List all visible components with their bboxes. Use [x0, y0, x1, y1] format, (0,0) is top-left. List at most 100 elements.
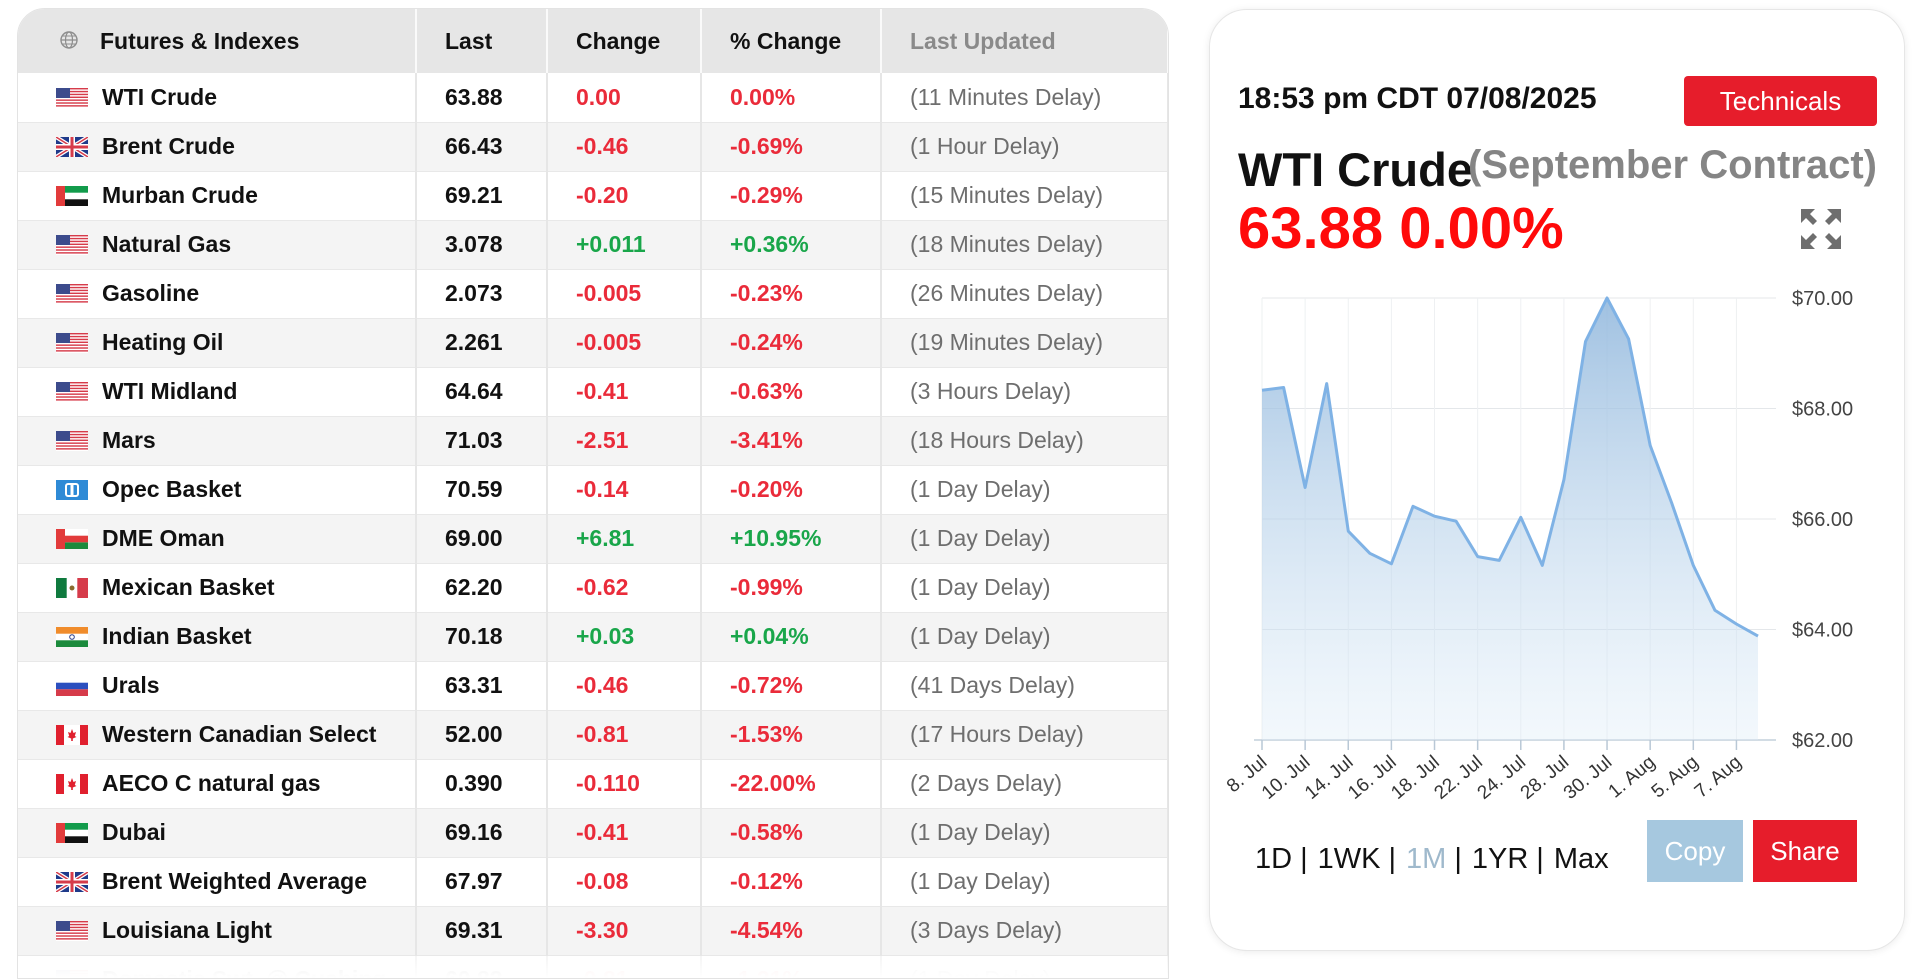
data-point[interactable] [1324, 381, 1330, 387]
row-pct-change: -0.99% [701, 563, 881, 612]
range-1wk[interactable]: 1WK [1318, 843, 1381, 876]
data-point[interactable] [1626, 336, 1632, 342]
row-name[interactable]: Heating Oil [102, 329, 223, 355]
row-name[interactable]: Urals [102, 672, 160, 698]
row-name[interactable]: Mexican Basket [102, 574, 275, 600]
row-name[interactable]: Western Canadian Select [102, 721, 376, 747]
row-name[interactable]: WTI Crude [102, 84, 217, 110]
row-name-cell[interactable]: Heating Oil [18, 318, 416, 367]
copy-button[interactable]: Copy [1647, 820, 1743, 882]
row-name[interactable]: Brent Weighted Average [102, 868, 367, 894]
range-separator: | [1536, 843, 1544, 876]
row-name-cell[interactable]: Indian Basket [18, 612, 416, 661]
technicals-button[interactable]: Technicals [1684, 76, 1877, 126]
data-point[interactable] [1539, 562, 1545, 568]
row-name-cell[interactable]: Western Canadian Select [18, 710, 416, 759]
data-point[interactable] [1432, 513, 1438, 519]
row-name[interactable]: Brent Crude [102, 133, 235, 159]
row-name-cell[interactable]: Brent Crude [18, 122, 416, 171]
row-last-updated: (11 Minutes Delay) [881, 73, 1168, 122]
header-last-updated[interactable]: Last Updated [881, 9, 1168, 73]
row-name[interactable]: AECO C natural gas [102, 770, 321, 796]
row-name-cell[interactable]: Urals [18, 661, 416, 710]
row-name[interactable]: Louisiana Light [102, 917, 272, 943]
row-name-cell[interactable]: DME Oman [18, 514, 416, 563]
us-flag-icon [56, 333, 88, 353]
row-name[interactable]: Opec Basket [102, 476, 241, 502]
row-name-cell[interactable]: WTI Midland [18, 367, 416, 416]
row-name[interactable]: Mars [102, 427, 156, 453]
range-max[interactable]: Max [1554, 843, 1609, 876]
row-name[interactable]: DME Oman [102, 525, 225, 551]
row-name-cell[interactable]: Murban Crude [18, 171, 416, 220]
row-name-cell[interactable]: WTI Crude [18, 73, 416, 122]
data-point[interactable] [1669, 500, 1675, 506]
data-point[interactable] [1755, 633, 1761, 639]
row-name[interactable]: Dubai [102, 819, 166, 845]
row-last-updated: (41 Days Delay) [881, 661, 1168, 710]
data-point[interactable] [1302, 485, 1308, 491]
data-point[interactable] [1604, 295, 1610, 301]
data-point[interactable] [1281, 385, 1287, 391]
expand-icon[interactable] [1798, 206, 1844, 252]
row-name[interactable]: Gasoline [102, 280, 199, 306]
range-1d[interactable]: 1D [1255, 843, 1292, 876]
header-name[interactable]: Futures & Indexes [18, 9, 416, 73]
range-1m[interactable]: 1M [1406, 843, 1446, 876]
row-name-cell[interactable]: Opec Basket [18, 465, 416, 514]
data-point[interactable] [1582, 339, 1588, 345]
row-last-updated: (15 Minutes Delay) [881, 171, 1168, 220]
data-point[interactable] [1712, 607, 1718, 613]
row-name-cell[interactable]: Mars [18, 416, 416, 465]
row-name-cell[interactable]: Brent Weighted Average [18, 857, 416, 906]
data-point[interactable] [1475, 554, 1481, 560]
data-point[interactable] [1647, 443, 1653, 449]
header-change[interactable]: Change [547, 9, 701, 73]
row-name[interactable]: Indian Basket [102, 623, 252, 649]
range-1yr[interactable]: 1YR [1472, 843, 1528, 876]
data-point[interactable] [1345, 528, 1351, 534]
data-point[interactable] [1690, 562, 1696, 568]
data-point[interactable] [1259, 387, 1265, 393]
row-name-cell[interactable]: Louisiana Light [18, 906, 416, 955]
header-pct-change[interactable]: % Change [701, 9, 881, 73]
data-point[interactable] [1518, 514, 1524, 520]
data-point[interactable] [1410, 503, 1416, 509]
data-point[interactable] [1388, 561, 1394, 567]
row-name-cell[interactable]: Dubai [18, 808, 416, 857]
data-point[interactable] [1367, 550, 1373, 556]
row-name[interactable]: Natural Gas [102, 231, 231, 257]
row-name-cell[interactable]: AECO C natural gas [18, 759, 416, 808]
price-chart[interactable]: $62.00$64.00$66.00$68.00$70.00 8. Jul10.… [1210, 270, 1904, 810]
data-point[interactable] [1733, 621, 1739, 627]
row-name[interactable]: WTI Midland [102, 378, 237, 404]
share-button[interactable]: Share [1753, 820, 1857, 882]
row-last: 69.21 [416, 171, 547, 220]
row-name-cell[interactable]: Gasoline [18, 269, 416, 318]
data-point[interactable] [1496, 557, 1502, 563]
row-name-cell[interactable]: Natural Gas [18, 220, 416, 269]
header-last[interactable]: Last [416, 9, 547, 73]
data-point[interactable] [1561, 477, 1567, 483]
row-name[interactable]: Murban Crude [102, 182, 258, 208]
row-name-cell[interactable]: Mexican Basket [18, 563, 416, 612]
data-point[interactable] [1453, 518, 1459, 524]
